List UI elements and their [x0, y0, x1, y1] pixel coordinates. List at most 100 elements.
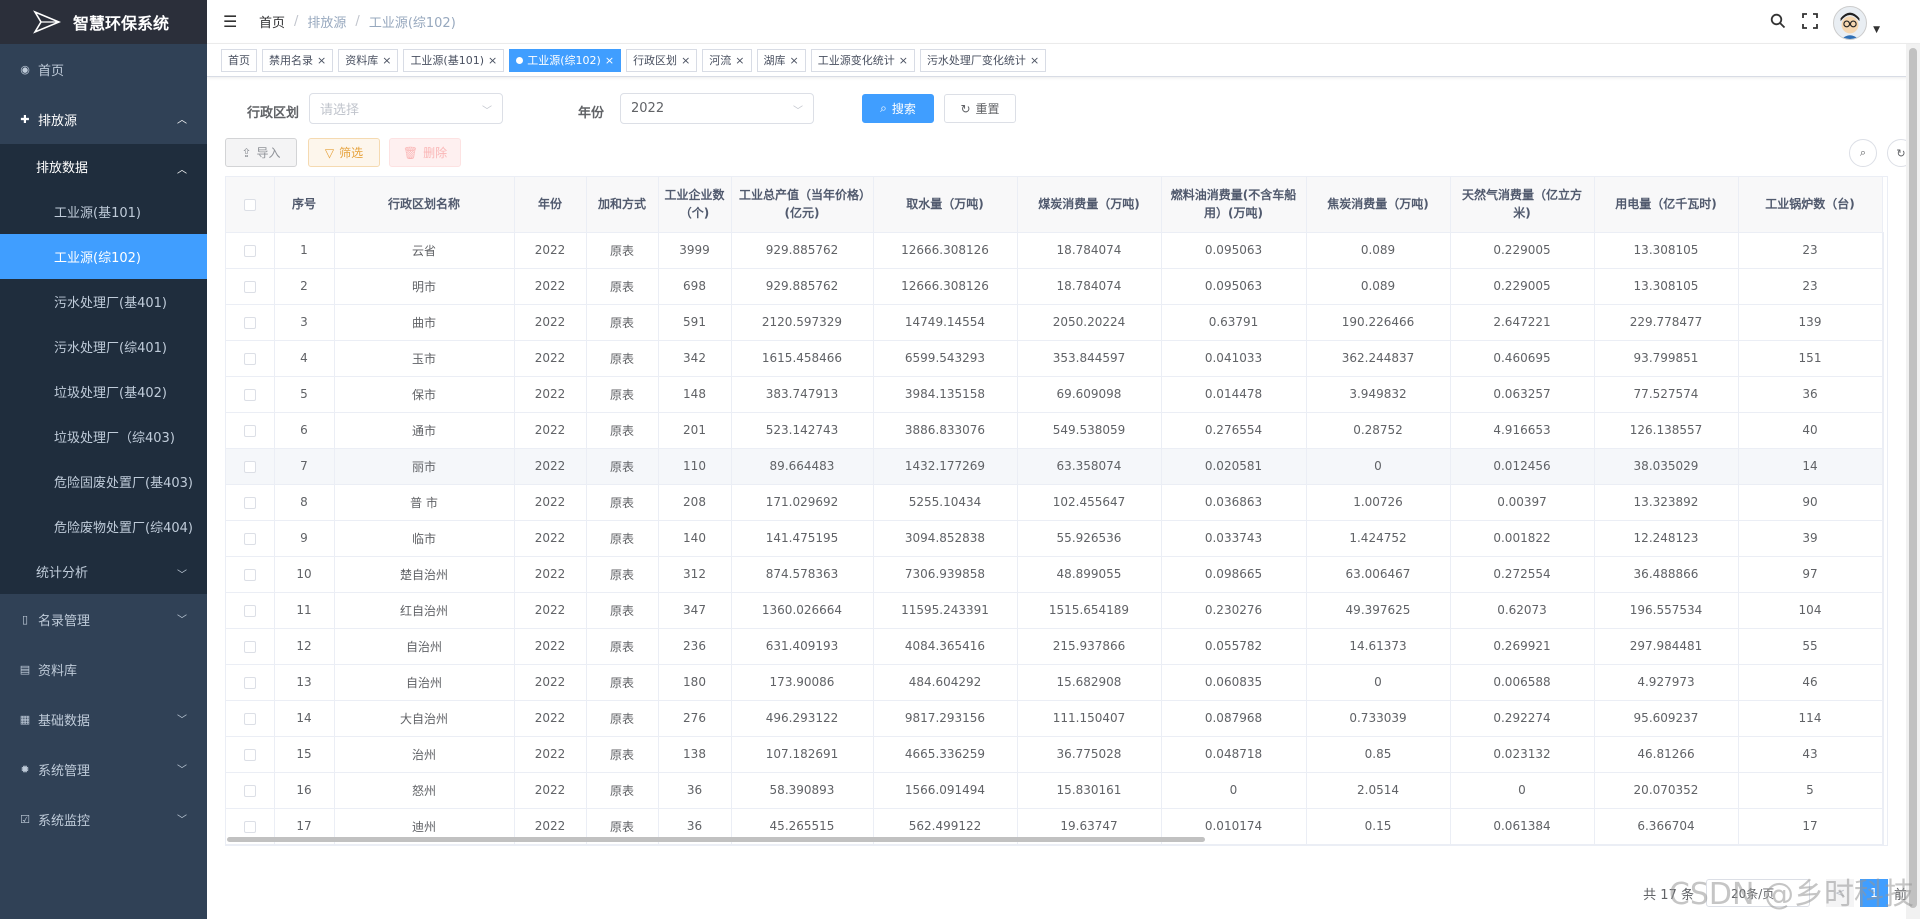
row-checkbox[interactable]	[243, 604, 256, 617]
tag-industrial-change[interactable]: 工业源变化统计 ×	[810, 48, 915, 72]
column-header[interactable]: 年份	[514, 177, 587, 233]
tag-sewage-change[interactable]: 污水处理厂变化统计 ×	[919, 48, 1047, 72]
reset-button[interactable]: ↻ 重置	[944, 94, 1016, 123]
select-all-cell[interactable]	[226, 177, 275, 233]
table-row[interactable]: 5 保市 2022 原表 148 383.747913 3984.135158 69.6090…	[226, 376, 1884, 413]
tag-river[interactable]: 河流 ×	[702, 48, 752, 72]
scrollbar-thumb[interactable]	[1909, 48, 1917, 908]
row-checkbox[interactable]	[243, 316, 256, 329]
close-icon[interactable]: ×	[898, 53, 908, 67]
close-icon[interactable]: ×	[382, 53, 392, 67]
region-select[interactable]: 请选择 ﹀	[309, 93, 503, 124]
sidebar-item-basic[interactable]: ▦ 基础数据 ﹀	[0, 694, 207, 744]
table-row[interactable]: 13 自治州 2022 原表 180 173.90086 484.604292 15.6829…	[226, 664, 1884, 701]
table-row[interactable]: 12 自治州 2022 原表 236 631.409193 4084.365416 215.9…	[226, 628, 1884, 665]
row-checkbox[interactable]	[243, 532, 256, 545]
close-icon[interactable]: ×	[681, 53, 691, 67]
table-row[interactable]: 7 丽市 2022 原表 110 89.664483 1432.177269 63.35807…	[226, 448, 1884, 485]
row-select-cell[interactable]	[226, 484, 275, 521]
sidebar-item-library[interactable]: ▤ 资料库	[0, 644, 207, 694]
tag-library[interactable]: 资料库 ×	[338, 48, 399, 72]
sidebar-item-garbage-403[interactable]: 垃圾处理厂（综403)	[0, 414, 207, 459]
sidebar-item-emission[interactable]: ✚ 排放源 ︿	[0, 94, 207, 144]
sidebar-item-roster[interactable]: ▯ 名录管理 ﹀	[0, 594, 207, 644]
import-button[interactable]: ⇪ 导入	[225, 138, 297, 167]
row-select-cell[interactable]	[226, 448, 275, 485]
row-checkbox[interactable]	[243, 568, 256, 581]
table-row[interactable]: 11 红自治州 2022 原表 347 1360.026664 11595.243391 15…	[226, 592, 1884, 629]
row-checkbox[interactable]	[243, 748, 256, 761]
column-header[interactable]: 焦炭消费量（万吨)	[1306, 177, 1451, 233]
sidebar-item-home[interactable]: ◉ 首页	[0, 44, 207, 94]
row-checkbox[interactable]	[243, 352, 256, 365]
breadcrumb-home[interactable]: 首页	[259, 16, 286, 31]
table-row[interactable]: 4 玉市 2022 原表 342 1615.458466 6599.543293 353.84…	[226, 340, 1884, 377]
close-icon[interactable]: ×	[1029, 53, 1040, 67]
table-row[interactable]: 15 治州 2022 原表 138 107.182691 4665.336259 36.775…	[226, 736, 1884, 773]
column-header[interactable]: 工业企业数（个)	[658, 177, 732, 233]
sidebar-item-hazard-403[interactable]: 危险固废处置厂(基403)	[0, 459, 207, 504]
sidebar-item-sewage-z401[interactable]: 污水处理厂(综401)	[0, 324, 207, 369]
row-checkbox[interactable]	[243, 388, 256, 401]
search-icon[interactable]	[1769, 13, 1787, 33]
column-header[interactable]: 工业锅炉数（台)	[1738, 177, 1883, 233]
fullscreen-icon[interactable]	[1801, 13, 1819, 33]
filter-button[interactable]: ▽ 筛选	[308, 138, 380, 167]
delete-button[interactable]: 🗑 删除	[389, 138, 461, 167]
page-size-select[interactable]: 20条/页	[1705, 879, 1810, 907]
tag-industrial-102[interactable]: 工业源(综102) ×	[509, 48, 622, 72]
row-checkbox[interactable]	[243, 820, 256, 833]
row-checkbox[interactable]	[243, 676, 256, 689]
column-header[interactable]: 行政区划名称	[334, 177, 515, 233]
tag-region[interactable]: 行政区划 ×	[626, 48, 698, 72]
row-checkbox[interactable]	[243, 244, 256, 257]
row-select-cell[interactable]	[226, 772, 275, 809]
close-icon[interactable]: ×	[604, 53, 615, 67]
column-header[interactable]: 取水量（万吨)	[873, 177, 1018, 233]
table-row[interactable]: 2 明市 2022 原表 698 929.885762 12666.308126 18.784…	[226, 268, 1884, 305]
row-checkbox[interactable]	[243, 280, 256, 293]
row-checkbox[interactable]	[243, 784, 256, 797]
sidebar-item-stats[interactable]: 统计分析 ﹀	[0, 549, 207, 594]
sidebar-item-hazard-404[interactable]: 危险废物处置厂(综404)	[0, 504, 207, 549]
row-select-cell[interactable]	[226, 268, 275, 305]
row-checkbox[interactable]	[243, 496, 256, 509]
prev-page-button[interactable]: <	[1825, 879, 1854, 907]
row-select-cell[interactable]	[226, 412, 275, 449]
sidebar-item-system[interactable]: ✹ 系统管理 ﹀	[0, 744, 207, 794]
column-header[interactable]: 煤炭消费量（万吨)	[1017, 177, 1162, 233]
close-icon[interactable]: ×	[735, 53, 745, 67]
hamburger-icon[interactable]: ☰	[223, 12, 238, 31]
close-icon[interactable]: ×	[789, 53, 799, 67]
row-select-cell[interactable]	[226, 736, 275, 773]
tag-banned-list[interactable]: 禁用名录 ×	[262, 48, 334, 72]
column-header[interactable]: 燃料油消费量(不含车船用）(万吨)	[1161, 177, 1307, 233]
row-checkbox[interactable]	[243, 460, 256, 473]
sidebar-item-industrial-102[interactable]: 工业源(综102)	[0, 234, 207, 279]
close-icon[interactable]: ×	[488, 53, 498, 67]
row-checkbox[interactable]	[243, 424, 256, 437]
logo[interactable]: 智慧环保系统	[0, 0, 207, 44]
sidebar-item-sewage-401[interactable]: 污水处理厂(基401)	[0, 279, 207, 324]
column-header[interactable]: 工业总产值（当年价格）(亿元)	[731, 177, 874, 233]
row-select-cell[interactable]	[226, 520, 275, 557]
tag-home[interactable]: 首页	[221, 48, 257, 72]
table-row[interactable]: 3 曲市 2022 原表 591 2120.597329 14749.14554 2050.2…	[226, 304, 1884, 341]
toggle-search-button[interactable]: ⌕	[1849, 139, 1877, 167]
caret-down-icon[interactable]: ▼	[1873, 25, 1880, 35]
table-row[interactable]: 10 楚自治州 2022 原表 312 874.578363 7306.939858 48.8…	[226, 556, 1884, 593]
vertical-scrollbar[interactable]	[1906, 44, 1920, 919]
row-select-cell[interactable]	[226, 556, 275, 593]
year-select[interactable]: 2022 ﹀	[620, 93, 814, 124]
page-number[interactable]: 1	[1859, 879, 1888, 907]
search-button[interactable]: ⌕ 搜索	[862, 94, 934, 123]
select-all-checkbox[interactable]	[243, 198, 256, 211]
sidebar-item-emission-data[interactable]: 排放数据 ︿	[0, 144, 207, 189]
sidebar-item-monitor[interactable]: ☑ 系统监控 ﹀	[0, 794, 207, 844]
column-header[interactable]: 序号	[274, 177, 335, 233]
row-checkbox[interactable]	[243, 640, 256, 653]
sidebar-item-garbage-402[interactable]: 垃圾处理厂(基402)	[0, 369, 207, 414]
close-icon[interactable]: ×	[317, 53, 327, 67]
row-select-cell[interactable]	[226, 340, 275, 377]
row-checkbox[interactable]	[243, 712, 256, 725]
